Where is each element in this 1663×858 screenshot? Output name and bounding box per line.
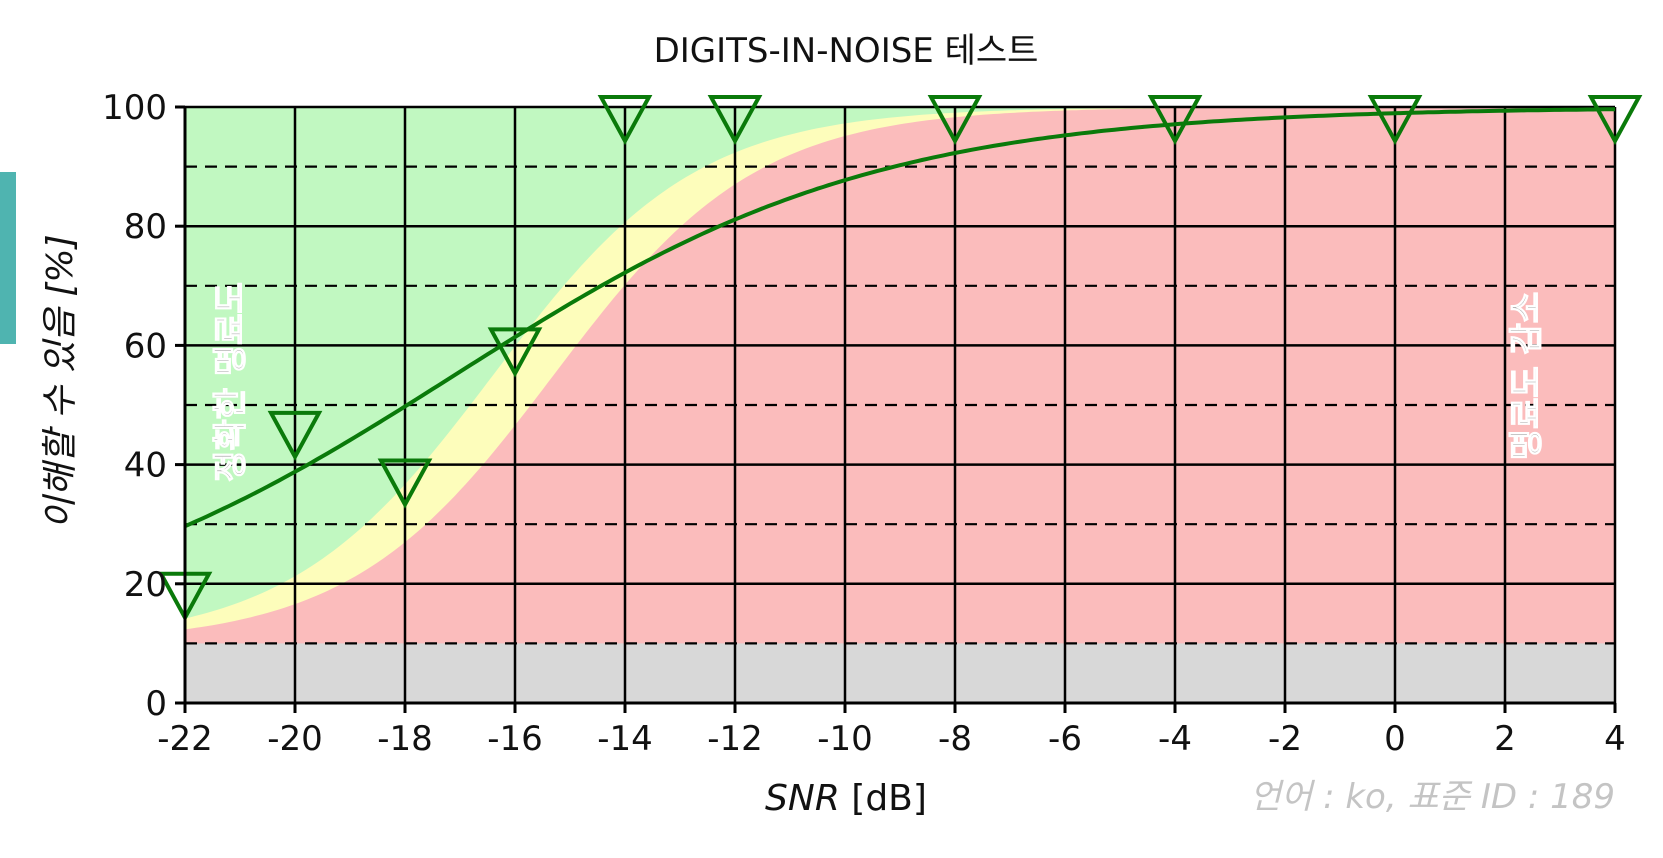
x-axis-label: SNR [dB] <box>765 778 927 819</box>
y-axis-label: 이해할 수 있음 [%] <box>40 234 81 529</box>
y-tick-label: 40 <box>124 446 167 486</box>
data-point <box>1367 94 1423 146</box>
region-layer <box>185 107 1615 703</box>
data-point <box>267 410 323 462</box>
data-point <box>1147 94 1203 146</box>
x-tick-label: -10 <box>817 719 873 759</box>
x-tick-label: 2 <box>1494 719 1516 759</box>
x-tick-label: -8 <box>938 719 972 759</box>
y-tick-label: 0 <box>145 684 167 724</box>
region-label-green: 정확한 명료도 <box>211 282 251 482</box>
side-tab-marker <box>0 172 16 344</box>
data-point <box>1587 94 1643 146</box>
data-point <box>707 94 763 146</box>
y-tick-label: 80 <box>124 207 167 247</box>
axes-layer: -22 -20 -18 -16 -14 -12 -10 -8 -6 -4 -2 0 2 402040608… <box>102 88 1626 759</box>
x-tick-label: -2 <box>1268 719 1302 759</box>
x-tick-label: -12 <box>707 719 763 759</box>
x-tick-label: 4 <box>1604 719 1626 759</box>
x-tick-label: -14 <box>597 719 653 759</box>
y-tick-label: 100 <box>102 88 167 128</box>
x-tick-label: -18 <box>377 719 433 759</box>
grid-layer <box>183 105 1617 705</box>
x-axis-label-unit: [dB] <box>840 778 927 819</box>
chart-title: DIGITS-IN-NOISE 테스트 <box>654 31 1039 71</box>
x-tick-label: -16 <box>487 719 543 759</box>
data-point <box>377 458 433 509</box>
fit-curve <box>184 107 1616 529</box>
x-tick-label: -20 <box>267 719 323 759</box>
x-tick-label: -4 <box>1158 719 1192 759</box>
fit-curve-layer <box>184 107 1616 529</box>
y-tick-label: 60 <box>124 326 167 366</box>
x-tick-label: -22 <box>157 719 213 759</box>
x-tick-label: -6 <box>1048 719 1082 759</box>
data-point <box>597 94 653 146</box>
region-gray-floor <box>185 643 1615 703</box>
footnote: 언어 : ko, 표준 ID : 189 <box>1250 777 1615 817</box>
x-axis-label-italic: SNR <box>765 778 840 819</box>
y-tick-label: 20 <box>124 565 167 605</box>
region-label-red: 명료도 감소 <box>1507 292 1547 460</box>
data-point <box>487 327 543 378</box>
data-point <box>927 94 983 146</box>
x-tick-label: 0 <box>1384 719 1406 759</box>
region-green <box>185 107 1615 619</box>
